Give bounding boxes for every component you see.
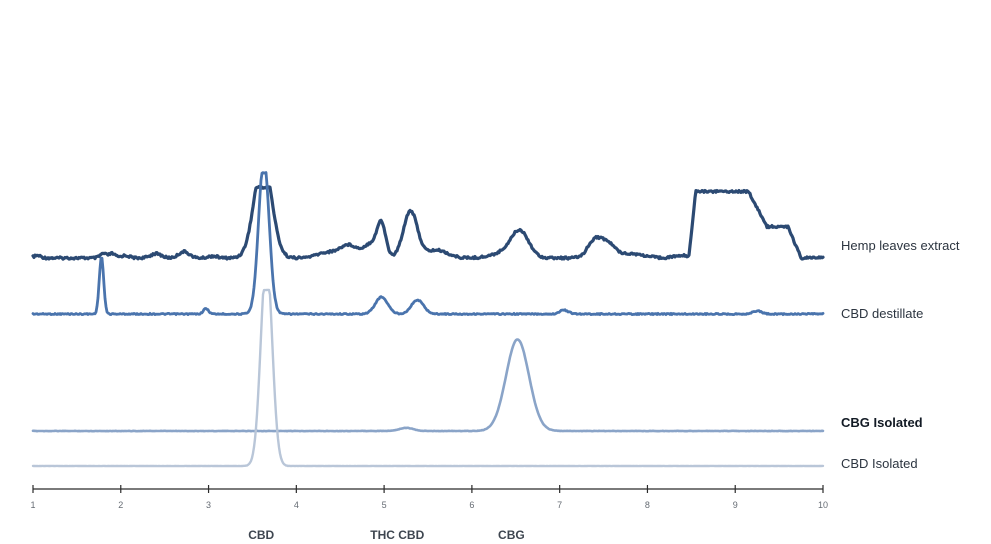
x-tick-label-10: 10 [818, 500, 828, 510]
peak-label-thc-cbd: THC CBD [370, 528, 424, 542]
series-label-cbg-isolated: CBG Isolated [841, 415, 923, 430]
peak-label-cbd: CBD [248, 528, 274, 542]
x-axis: 1 2 3 4 5 6 7 8 9 10 [30, 485, 828, 510]
peak-label-cbg: CBG [498, 528, 525, 542]
series-labels: Hemp leaves extract CBD destillate CBG Iso… [841, 238, 960, 471]
series-label-cbd-isolated: CBD Isolated [841, 456, 918, 471]
chromatogram-traces [31, 171, 825, 468]
x-tick-label-6: 6 [469, 500, 474, 510]
trace-cbg-isolated [31, 338, 825, 433]
x-tick-label-9: 9 [733, 500, 738, 510]
series-label-hemp-leaves-extract: Hemp leaves extract [841, 238, 960, 253]
x-tick-label-4: 4 [294, 500, 299, 510]
trace-cbd-destillate [31, 171, 825, 317]
peak-labels: CBD THC CBD CBG [248, 528, 525, 542]
x-tick-label-5: 5 [382, 500, 387, 510]
x-tick-label-8: 8 [645, 500, 650, 510]
trace-hemp-leaves-extract [31, 184, 825, 261]
series-label-cbd-destillate: CBD destillate [841, 306, 923, 321]
x-tick-label-3: 3 [206, 500, 211, 510]
trace-cbd-isolated [31, 288, 825, 468]
x-tick-label-2: 2 [118, 500, 123, 510]
x-tick-label-1: 1 [30, 500, 35, 510]
x-tick-label-7: 7 [557, 500, 562, 510]
